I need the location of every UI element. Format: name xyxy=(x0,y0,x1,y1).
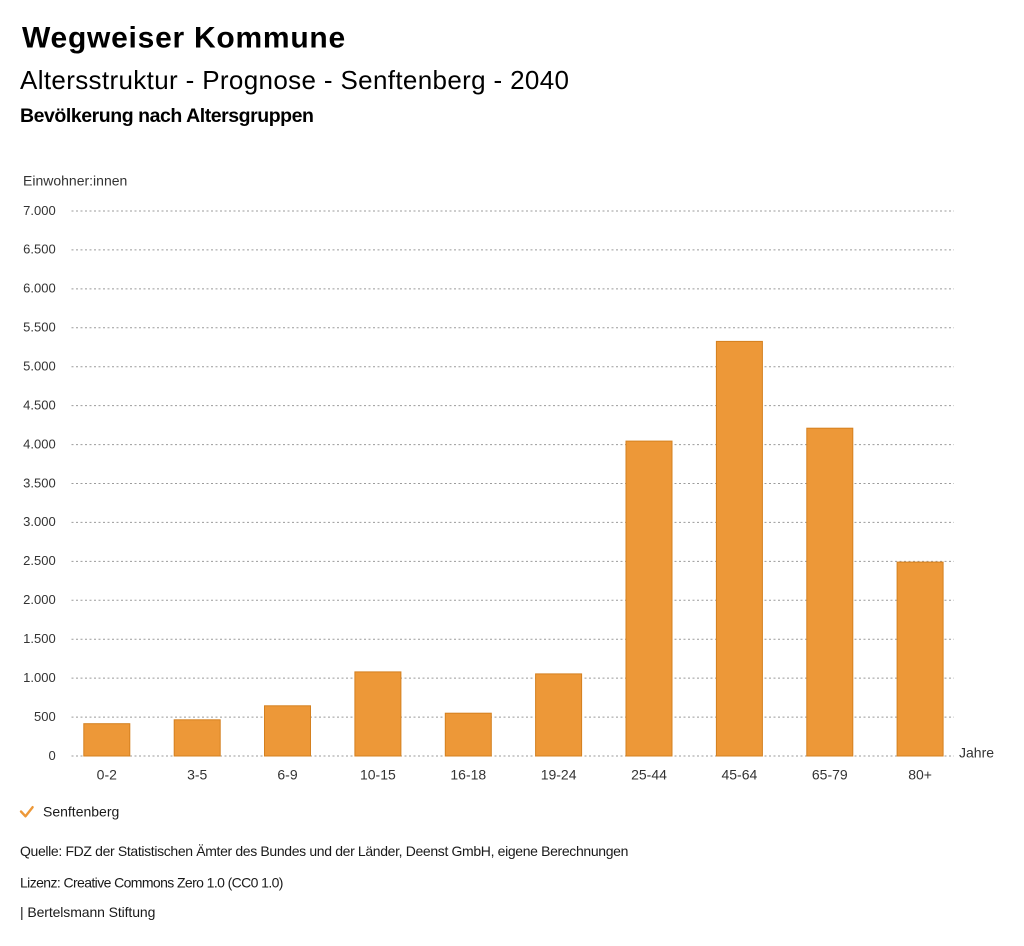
svg-text:65-79: 65-79 xyxy=(812,766,848,782)
svg-text:1.000: 1.000 xyxy=(23,670,56,685)
svg-text:19-24: 19-24 xyxy=(541,766,577,782)
svg-text:| Bertelsmann Stiftung: | Bertelsmann Stiftung xyxy=(20,904,155,920)
svg-text:45-64: 45-64 xyxy=(721,766,757,782)
svg-text:6.500: 6.500 xyxy=(23,242,56,257)
svg-text:2.000: 2.000 xyxy=(23,592,56,607)
svg-text:80+: 80+ xyxy=(908,766,932,782)
svg-text:6.000: 6.000 xyxy=(23,281,56,296)
svg-text:Quelle: FDZ der Statistischen: Quelle: FDZ der Statistischen Ämter des … xyxy=(20,843,628,859)
svg-text:5.500: 5.500 xyxy=(23,320,56,335)
svg-text:6-9: 6-9 xyxy=(277,766,297,782)
svg-text:2.500: 2.500 xyxy=(23,553,56,568)
svg-text:3.000: 3.000 xyxy=(23,514,56,529)
svg-text:5.000: 5.000 xyxy=(23,359,56,374)
svg-text:16-18: 16-18 xyxy=(450,766,486,782)
svg-text:Bevölkerung nach Altersgruppen: Bevölkerung nach Altersgruppen xyxy=(20,105,314,127)
svg-text:Wegweiser Kommune: Wegweiser Kommune xyxy=(22,22,346,55)
svg-text:0-2: 0-2 xyxy=(97,766,117,782)
svg-text:10-15: 10-15 xyxy=(360,766,396,782)
svg-text:Einwohner:innen: Einwohner:innen xyxy=(23,173,127,189)
svg-text:4.000: 4.000 xyxy=(23,436,56,451)
svg-text:Lizenz: Creative Commons Zero: Lizenz: Creative Commons Zero 1.0 (CC0 1… xyxy=(20,875,283,891)
svg-text:Altersstruktur - Prognose - Se: Altersstruktur - Prognose - Senftenberg … xyxy=(20,65,569,95)
svg-text:4.500: 4.500 xyxy=(23,397,56,412)
svg-text:1.500: 1.500 xyxy=(23,631,56,646)
svg-text:500: 500 xyxy=(34,709,56,724)
svg-text:25-44: 25-44 xyxy=(631,766,667,782)
svg-text:Senftenberg: Senftenberg xyxy=(43,804,119,820)
svg-text:Jahre: Jahre xyxy=(959,745,994,761)
svg-text:7.000: 7.000 xyxy=(23,203,56,218)
svg-text:3.500: 3.500 xyxy=(23,475,56,490)
svg-text:0: 0 xyxy=(48,748,55,763)
svg-text:3-5: 3-5 xyxy=(187,766,207,782)
